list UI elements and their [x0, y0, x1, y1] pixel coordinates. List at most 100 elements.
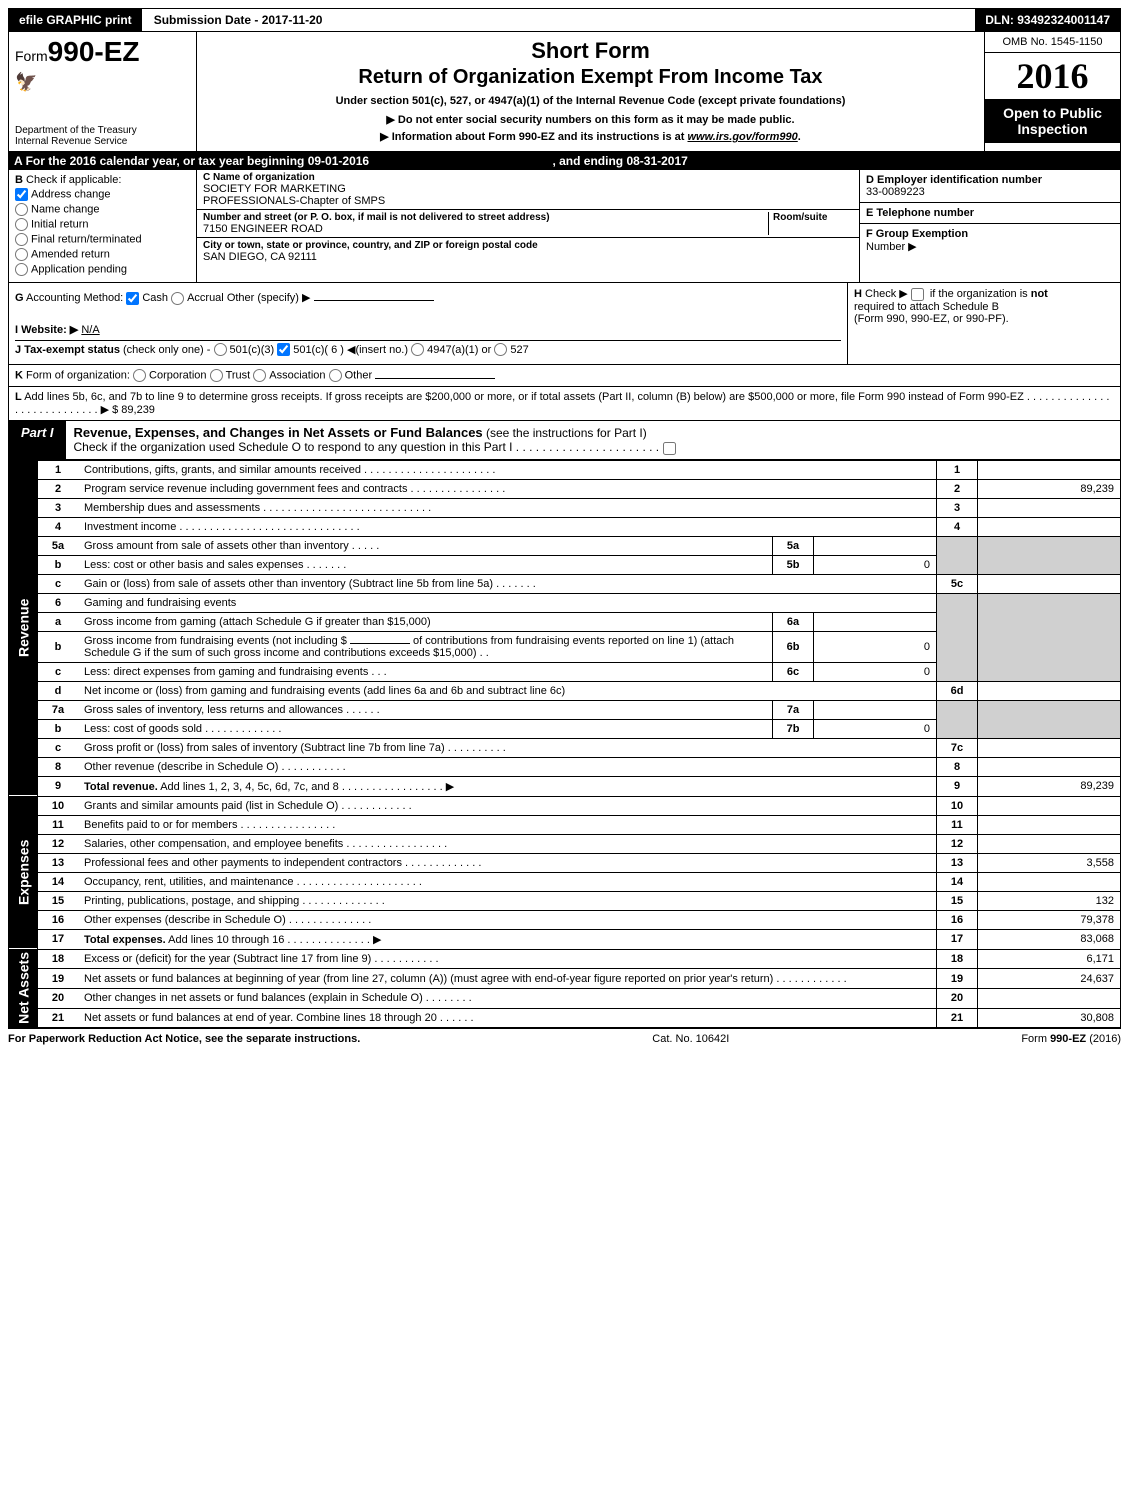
h-text3: required to attach Schedule B	[854, 301, 999, 313]
j-4947-box[interactable]	[411, 343, 424, 356]
row-11: 11 Benefits paid to or for members . . .…	[9, 815, 1121, 834]
l3-fval	[978, 498, 1121, 517]
chk-final-return-box[interactable]	[15, 233, 28, 246]
footer-left: For Paperwork Reduction Act Notice, see …	[8, 1033, 360, 1045]
line-g: G Accounting Method: Cash Accrual Other …	[15, 291, 841, 305]
form-id-block: Form990-EZ 🦅 Department of the Treasury …	[9, 32, 197, 151]
g-accrual-box[interactable]	[171, 292, 184, 305]
i-value: N/A	[81, 324, 99, 336]
g-other-input[interactable]	[314, 300, 434, 301]
l2-desc: Program service revenue including govern…	[78, 479, 937, 498]
chk-initial-return-box[interactable]	[15, 218, 28, 231]
chk-amended-return-box[interactable]	[15, 248, 28, 261]
chk-initial-return[interactable]: Initial return	[15, 218, 190, 231]
l6b-blank[interactable]	[350, 643, 410, 644]
l9-desc-cell: Total revenue. Add lines 1, 2, 3, 4, 5c,…	[78, 776, 937, 796]
city: SAN DIEGO, CA 92111	[203, 251, 853, 263]
row-20: 20 Other changes in net assets or fund b…	[9, 988, 1121, 1008]
dept-text: Department of the Treasury Internal Reve…	[15, 125, 137, 147]
l17-desc-cell: Total expenses. Add lines 10 through 16 …	[78, 929, 937, 949]
footer-center: Cat. No. 10642I	[652, 1033, 729, 1045]
col-def: D Employer identification number 33-0089…	[859, 170, 1120, 282]
efile-print-button[interactable]: efile GRAPHIC print	[9, 9, 142, 31]
spacer	[332, 9, 975, 31]
l6d-fval	[978, 681, 1121, 700]
l11-no: 11	[38, 815, 79, 834]
row-19: 19 Net assets or fund balances at beginn…	[9, 969, 1121, 989]
j-note: (check only one) -	[123, 344, 210, 356]
l13-fno: 13	[937, 853, 978, 872]
inst2-pre: ▶ Information about Form 990-EZ and its …	[380, 131, 687, 143]
h-check-box[interactable]	[911, 288, 924, 301]
k-other-box[interactable]	[329, 369, 342, 382]
dept-line2: Internal Revenue Service	[15, 136, 127, 147]
chk-name-change[interactable]: Name change	[15, 203, 190, 216]
part1-title-rest: (see the instructions for Part I)	[483, 426, 647, 440]
j-label: J Tax-exempt status	[15, 344, 120, 356]
k-corp-box[interactable]	[133, 369, 146, 382]
k-other-input[interactable]	[375, 378, 495, 379]
footer-right-year: (2016)	[1086, 1033, 1121, 1045]
part1-check-box[interactable]	[663, 442, 676, 455]
j-501c-box[interactable]	[277, 343, 290, 356]
footer: For Paperwork Reduction Act Notice, see …	[8, 1028, 1121, 1049]
section-ghij: G Accounting Method: Cash Accrual Other …	[8, 283, 1121, 365]
l12-fno: 12	[937, 834, 978, 853]
k-trust-box[interactable]	[210, 369, 223, 382]
line-a-mid: , and ending	[552, 154, 626, 168]
l6d-desc: Net income or (loss) from gaming and fun…	[78, 681, 937, 700]
col-c: C Name of organization SOCIETY FOR MARKE…	[197, 170, 859, 282]
chk-application-pending-box[interactable]	[15, 263, 28, 276]
tax-year: 2016	[985, 53, 1120, 99]
l18-no: 18	[38, 949, 79, 969]
side-expenses: Expenses	[9, 796, 38, 949]
l4-desc: Investment income . . . . . . . . . . . …	[78, 517, 937, 536]
chk-address-change-box[interactable]	[15, 188, 28, 201]
row-12: 12 Salaries, other compensation, and emp…	[9, 834, 1121, 853]
k-trust: Trust	[226, 370, 251, 382]
l5c-fval	[978, 574, 1121, 593]
g-cash-box[interactable]	[126, 292, 139, 305]
l6-shade	[937, 593, 978, 681]
k-text: Form of organization:	[26, 370, 130, 382]
chk-address-change[interactable]: Address change	[15, 188, 190, 201]
l6-no: 6	[38, 593, 79, 612]
l21-fno: 21	[937, 1008, 978, 1028]
chk-address-change-label: Address change	[31, 188, 111, 200]
l5b-no: b	[38, 555, 79, 574]
j-527-box[interactable]	[494, 343, 507, 356]
l2-no: 2	[38, 479, 79, 498]
b-label: B	[15, 174, 23, 186]
line-l: L Add lines 5b, 6c, and 7b to line 9 to …	[8, 387, 1121, 421]
l9-desc: Add lines 1, 2, 3, 4, 5c, 6d, 7c, and 8 …	[158, 781, 454, 793]
chk-application-pending-label: Application pending	[31, 263, 127, 275]
irs-link[interactable]: www.irs.gov/form990	[688, 131, 798, 143]
l16-fno: 16	[937, 910, 978, 929]
l10-no: 10	[38, 796, 79, 815]
k-assoc-box[interactable]	[253, 369, 266, 382]
l5ab-shade	[937, 536, 978, 574]
footer-right-form: 990-EZ	[1050, 1033, 1086, 1045]
j-527: 527	[510, 344, 528, 356]
l7a-sno: 7a	[773, 700, 814, 719]
chk-amended-return[interactable]: Amended return	[15, 248, 190, 261]
chk-final-return[interactable]: Final return/terminated	[15, 233, 190, 246]
l-label: L	[15, 391, 22, 403]
irs-seal-icon: 🦅	[15, 68, 190, 93]
l4-fval	[978, 517, 1121, 536]
phone-label: E Telephone number	[866, 207, 974, 219]
l14-fval	[978, 872, 1121, 891]
l6c-sno: 6c	[773, 662, 814, 681]
chk-application-pending[interactable]: Application pending	[15, 263, 190, 276]
l6b-sval: 0	[814, 631, 937, 662]
part1-title: Revenue, Expenses, and Changes in Net As…	[66, 421, 1120, 458]
j-501c3-box[interactable]	[214, 343, 227, 356]
line-a: A For the 2016 calendar year, or tax yea…	[8, 152, 1121, 170]
open-to-public: Open to Public Inspection	[985, 99, 1120, 143]
city-row: City or town, state or province, country…	[197, 238, 859, 265]
h-text1: Check ▶	[865, 288, 908, 300]
group-label: F Group Exemption	[866, 228, 968, 240]
chk-name-change-box[interactable]	[15, 203, 28, 216]
l8-no: 8	[38, 757, 79, 776]
l3-fno: 3	[937, 498, 978, 517]
